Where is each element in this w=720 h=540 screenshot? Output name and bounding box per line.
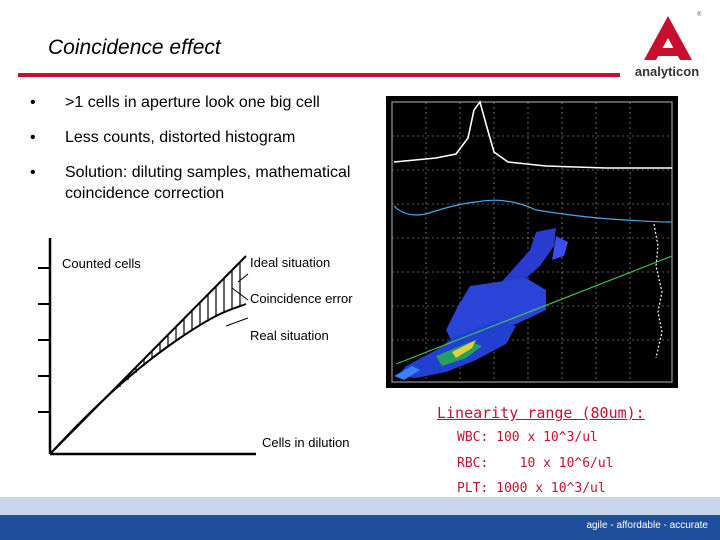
footer-dark-band	[0, 515, 720, 540]
coincidence-diagram: Counted cells Ideal situation Coincidenc…	[38, 238, 353, 456]
x-axis-label: Cells in dilution	[262, 435, 349, 450]
regression-line	[395, 255, 673, 365]
bullet-text: Solution: diluting samples, mathematical…	[65, 164, 351, 202]
title-divider	[18, 73, 620, 77]
y-axis-label: Counted cells	[62, 256, 141, 271]
real-label: Real situation	[250, 328, 329, 343]
bullet-item: • Solution: diluting samples, mathematic…	[30, 162, 375, 204]
real-pointer	[225, 317, 249, 327]
bullet-symbol: •	[30, 129, 36, 146]
linearity-wbc: WBC: 100 x 10^3/ul	[457, 430, 598, 445]
bullet-symbol: •	[30, 94, 36, 111]
registered-mark: ®	[697, 11, 702, 18]
plot-background	[386, 96, 678, 388]
edge-curve	[653, 223, 663, 359]
ideal-pointer	[237, 273, 249, 283]
bullet-symbol: •	[30, 164, 36, 181]
linearity-rbc: RBC: 10 x 10^6/ul	[457, 456, 614, 471]
logo-text: analyticon	[634, 64, 700, 79]
histogram-curve-blue	[393, 199, 673, 223]
analyticon-logo-icon: ®	[644, 11, 702, 60]
error-pointer	[231, 287, 249, 301]
footer-light-band	[0, 497, 720, 515]
ideal-label: Ideal situation	[250, 255, 330, 270]
cell-cloud	[394, 228, 568, 380]
footer-tagline: agile - affordable - accurate	[586, 520, 708, 531]
real-curve	[49, 303, 247, 455]
bullet-item: • Less counts, distorted histogram	[30, 127, 375, 148]
bullet-item: • >1 cells in aperture look one big cell	[30, 92, 375, 113]
error-label: Coincidence error	[250, 291, 353, 306]
plot-frame	[391, 101, 673, 383]
bullet-text: Less counts, distorted histogram	[65, 129, 296, 146]
y-axis-ticks	[38, 267, 50, 413]
footer-bar: agile - affordable - accurate	[0, 497, 720, 540]
bullet-list: • >1 cells in aperture look one big cell…	[30, 92, 375, 218]
scatter-plot-image	[386, 96, 678, 388]
linearity-title: Linearity range (80um):	[437, 404, 645, 422]
histogram-curve-white	[393, 100, 672, 169]
slide-title: Coincidence effect	[48, 36, 221, 59]
linearity-plt: PLT: 1000 x 10^3/ul	[457, 481, 606, 496]
bullet-text: >1 cells in aperture look one big cell	[65, 94, 320, 111]
